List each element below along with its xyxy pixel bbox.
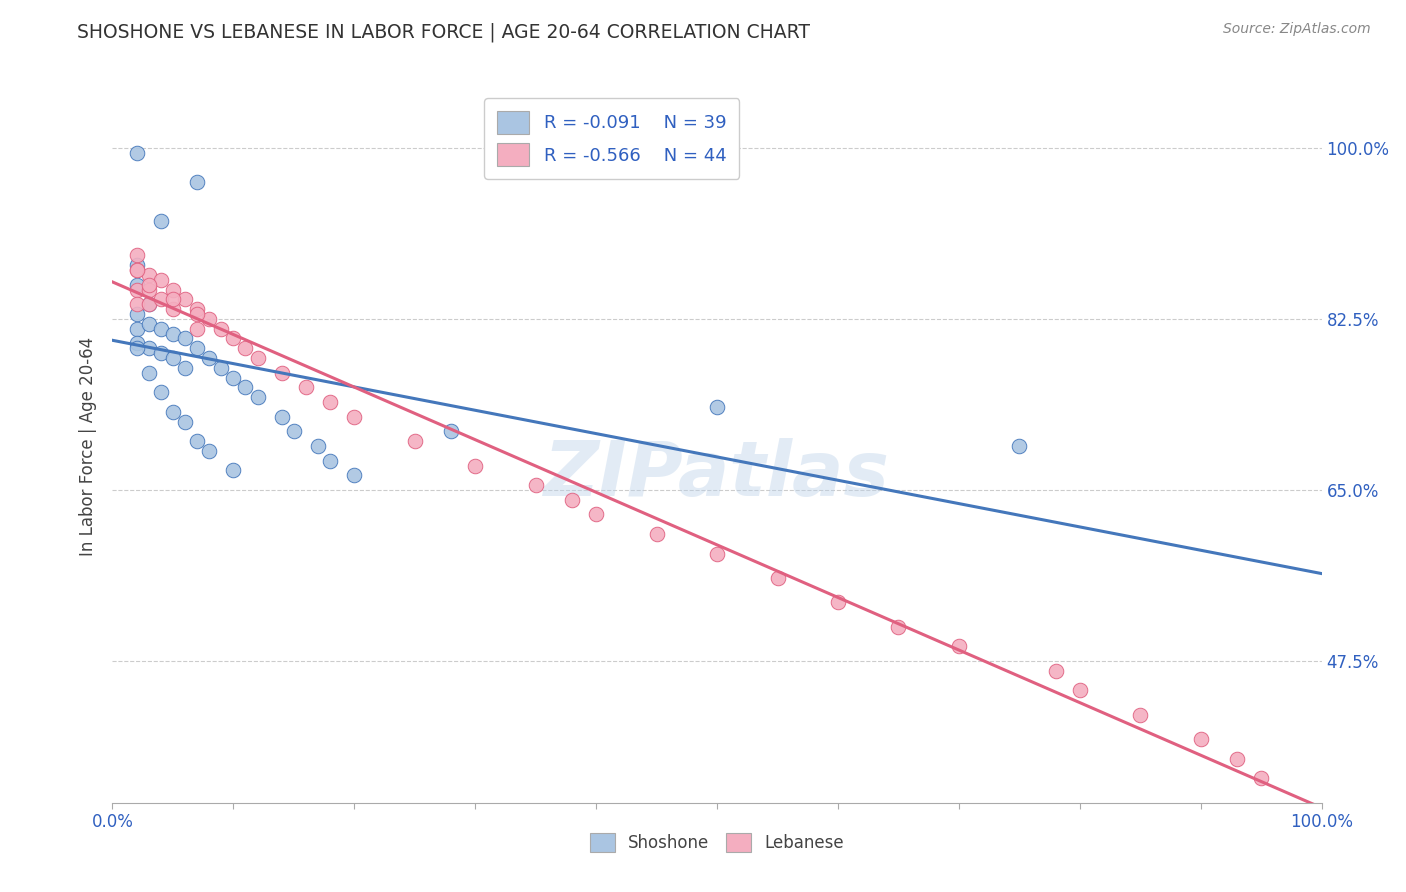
Point [186, 321, 208, 335]
Point [706, 547, 728, 561]
Point [162, 293, 184, 307]
Point [464, 458, 486, 473]
Point [149, 293, 172, 307]
Point [149, 385, 172, 400]
Point [343, 468, 366, 483]
Point [645, 527, 668, 541]
Point [174, 360, 197, 375]
Point [1250, 772, 1272, 786]
Point [149, 321, 172, 335]
Point [162, 283, 184, 297]
Point [198, 351, 221, 365]
Point [125, 145, 148, 160]
Point [186, 175, 208, 189]
Point [319, 453, 342, 467]
Point [270, 366, 292, 380]
Point [174, 293, 197, 307]
Point [138, 341, 160, 355]
Point [343, 409, 366, 424]
Point [827, 595, 849, 609]
Point [162, 351, 184, 365]
Point [125, 321, 148, 335]
Point [125, 307, 148, 321]
Point [948, 640, 970, 654]
Legend: Shoshone, Lebanese: Shoshone, Lebanese [583, 826, 851, 859]
Point [125, 258, 148, 272]
Point [125, 297, 148, 311]
Point [706, 400, 728, 414]
Point [162, 326, 184, 341]
Point [1069, 683, 1091, 698]
Point [1129, 707, 1152, 722]
Point [138, 277, 160, 292]
Point [1008, 439, 1031, 453]
Point [319, 395, 342, 409]
Text: ZIPatlas: ZIPatlas [544, 438, 890, 511]
Point [209, 360, 232, 375]
Point [149, 214, 172, 228]
Point [246, 351, 269, 365]
Point [235, 341, 257, 355]
Point [222, 370, 245, 384]
Point [404, 434, 426, 449]
Point [1226, 752, 1249, 766]
Point [222, 331, 245, 345]
Point [186, 434, 208, 449]
Point [585, 508, 607, 522]
Point [1045, 664, 1067, 678]
Point [138, 297, 160, 311]
Y-axis label: In Labor Force | Age 20-64: In Labor Force | Age 20-64 [79, 336, 97, 556]
Point [125, 248, 148, 262]
Point [174, 331, 197, 345]
Point [125, 341, 148, 355]
Point [138, 283, 160, 297]
Point [174, 415, 197, 429]
Point [138, 366, 160, 380]
Text: Source: ZipAtlas.com: Source: ZipAtlas.com [1223, 22, 1371, 37]
Point [307, 439, 329, 453]
Point [561, 492, 583, 507]
Point [295, 380, 318, 394]
Point [198, 312, 221, 326]
Point [209, 321, 232, 335]
Point [138, 268, 160, 282]
Point [1189, 732, 1212, 747]
Point [149, 346, 172, 360]
Point [162, 302, 184, 317]
Point [162, 405, 184, 419]
Point [149, 273, 172, 287]
Point [186, 341, 208, 355]
Point [125, 263, 148, 277]
Point [524, 478, 547, 492]
Point [125, 336, 148, 351]
Point [125, 283, 148, 297]
Point [283, 425, 305, 439]
Point [270, 409, 292, 424]
Point [440, 425, 463, 439]
Point [138, 297, 160, 311]
Point [125, 277, 148, 292]
Point [125, 263, 148, 277]
Point [766, 571, 789, 585]
Point [887, 620, 910, 634]
Point [222, 463, 245, 477]
Text: SHOSHONE VS LEBANESE IN LABOR FORCE | AGE 20-64 CORRELATION CHART: SHOSHONE VS LEBANESE IN LABOR FORCE | AG… [77, 22, 810, 42]
Point [138, 317, 160, 331]
Point [186, 307, 208, 321]
Point [246, 390, 269, 404]
Point [186, 302, 208, 317]
Point [198, 443, 221, 458]
Point [235, 380, 257, 394]
